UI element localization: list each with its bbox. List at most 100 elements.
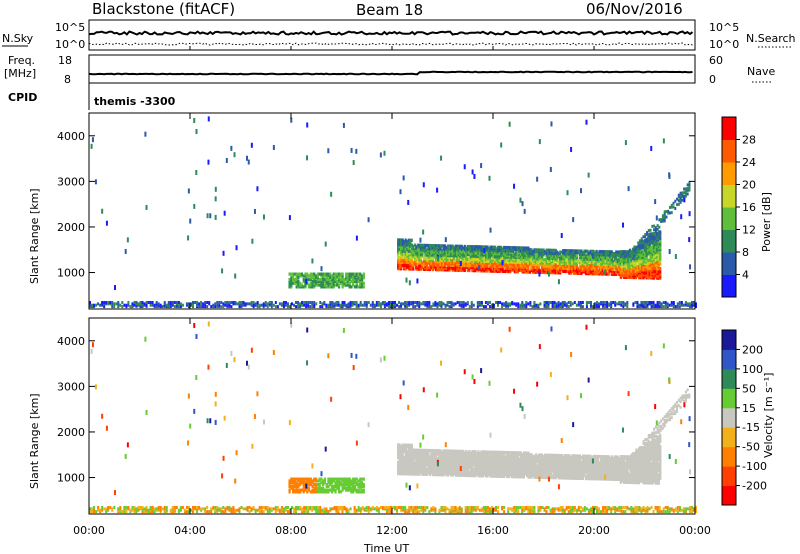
power-cell: [538, 139, 541, 145]
velocity-cell: [410, 443, 413, 447]
power-cell: [216, 300, 219, 304]
power-cell: [557, 300, 560, 304]
power-cell: [330, 277, 334, 282]
velocity-cell: [406, 462, 409, 466]
power-cell: [421, 243, 424, 247]
power-cell: [329, 276, 332, 280]
power-cell: [330, 279, 334, 284]
power-cell: [419, 264, 422, 268]
power-cell: [330, 285, 334, 289]
power-cell: [489, 227, 492, 233]
power-cell: [440, 261, 444, 266]
power-cell: [525, 257, 529, 261]
power-cell: [290, 277, 293, 282]
power-cell: [463, 268, 466, 272]
power-cell: [500, 250, 503, 254]
power-cell: [309, 285, 312, 289]
power-cell: [433, 244, 436, 248]
power-cell: [463, 262, 466, 266]
power-cell: [350, 272, 353, 276]
power-cell: [643, 245, 647, 250]
power-cell: [492, 250, 495, 254]
power-cell: [469, 245, 472, 249]
power-cell: [609, 250, 612, 254]
power-cell: [486, 300, 489, 304]
power-cell: [365, 300, 368, 304]
power-cell: [103, 305, 106, 309]
power-cell: [389, 303, 392, 307]
power-cell: [448, 244, 451, 248]
power-cell: [481, 245, 485, 249]
velocity-cell: [406, 472, 409, 476]
power-cell: [236, 302, 239, 306]
power-cell: [466, 264, 469, 268]
power-cell: [221, 268, 224, 274]
power-cell: [511, 300, 514, 304]
power-cell: [418, 248, 421, 252]
power-cell: [105, 220, 108, 226]
power-cell: [499, 300, 502, 304]
power-cell: [362, 274, 365, 278]
power-cell: [586, 262, 589, 266]
power-cell: [303, 300, 306, 304]
power-cell: [594, 270, 597, 274]
power-cell: [667, 209, 670, 213]
power-cell: [260, 303, 263, 307]
power-cell: [414, 305, 417, 309]
velocity-cell: [413, 461, 416, 465]
velocity-cell: [434, 449, 438, 453]
power-cell: [290, 272, 293, 276]
velocity-cell: [459, 449, 462, 453]
power-cell: [574, 249, 577, 253]
power-cell: [450, 244, 453, 248]
power-cell: [345, 303, 348, 307]
power-cell: [127, 303, 130, 307]
power-cell: [185, 302, 188, 306]
power-cell: [604, 250, 607, 254]
velocity-cell: [474, 456, 477, 460]
power-cell: [419, 237, 422, 243]
power-cell: [566, 258, 569, 262]
power-cell: [357, 303, 360, 307]
velocity-cell: [445, 466, 448, 471]
power-cell: [544, 250, 547, 254]
power-cell: [475, 257, 479, 262]
power-cell: [351, 300, 354, 304]
velocity-cell: [428, 455, 432, 459]
power-cell: [613, 255, 616, 259]
power-cell: [404, 238, 407, 242]
power-cell: [369, 303, 372, 307]
power-cell: [406, 243, 409, 247]
power-cell: [422, 243, 426, 247]
velocity-cell: [404, 443, 407, 447]
velocity-cell: [478, 467, 482, 472]
velocity-cell: [504, 450, 507, 455]
velocity-cell: [498, 463, 501, 467]
power-cell: [397, 238, 400, 242]
power-cell: [649, 234, 652, 238]
power-cell: [422, 300, 425, 304]
power-cell: [566, 269, 569, 274]
power-cell: [193, 203, 196, 209]
power-cell: [276, 305, 279, 309]
power-cell: [577, 300, 580, 304]
power-cell: [451, 260, 454, 264]
velocity-cell: [519, 451, 522, 455]
power-cell: [577, 271, 580, 275]
power-cell: [360, 285, 364, 289]
power-cell: [614, 300, 617, 304]
power-cell: [187, 302, 190, 306]
power-cell: [339, 274, 342, 278]
power-cell: [460, 244, 463, 248]
power-cell: [493, 303, 495, 307]
power-cell: [297, 276, 300, 280]
power-cell: [551, 300, 554, 304]
power-cell: [666, 302, 669, 306]
power-cell: [309, 305, 312, 309]
power-cell: [518, 246, 521, 250]
power-cell: [343, 283, 346, 287]
power-cell: [329, 300, 332, 304]
power-cell: [620, 300, 623, 304]
power-cell: [404, 267, 407, 271]
power-cell: [602, 300, 605, 304]
